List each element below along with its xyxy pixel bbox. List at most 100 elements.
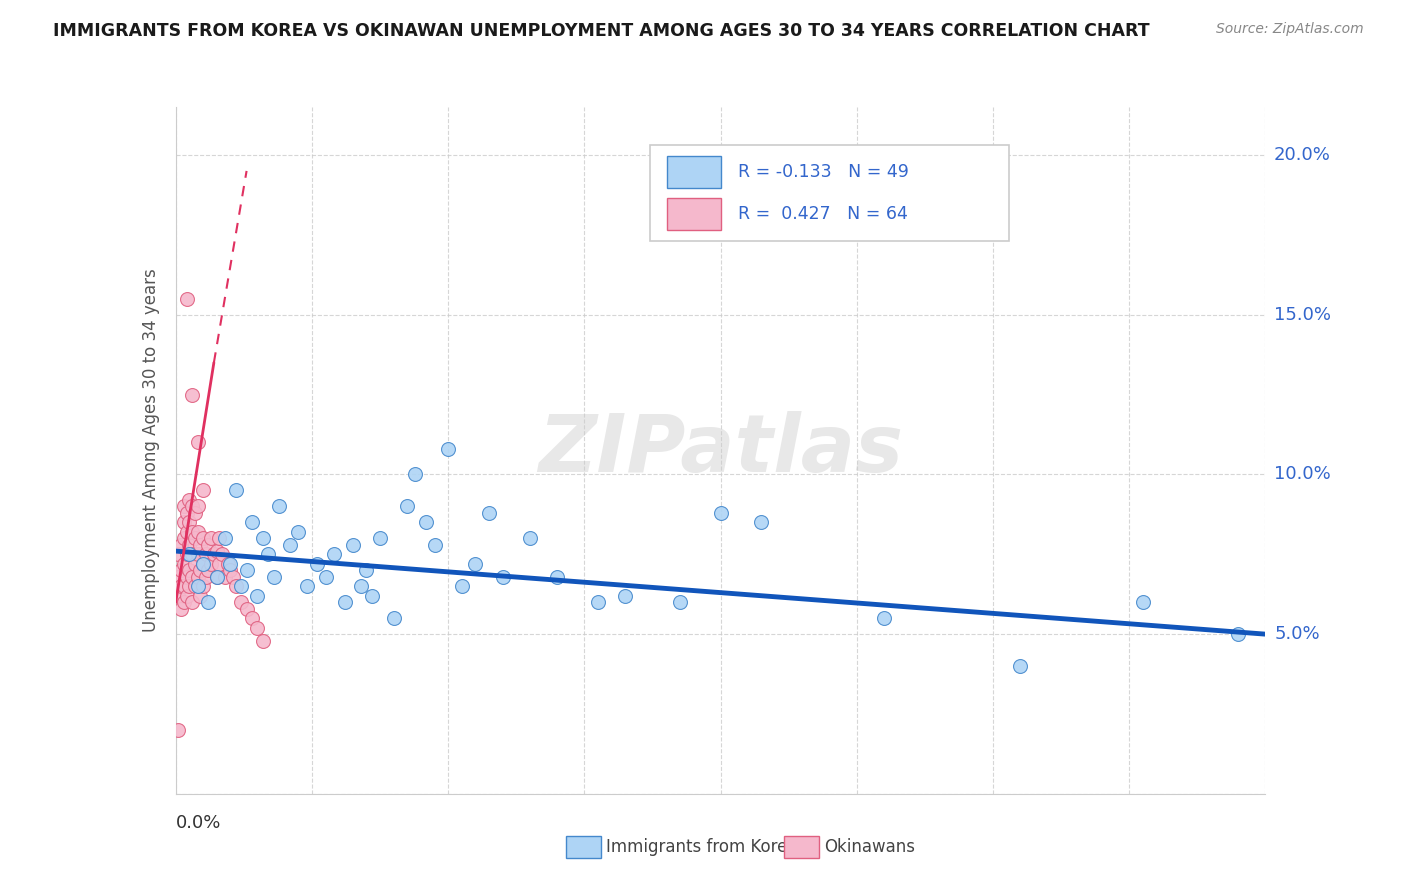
Point (333, 595, 356, 609)
Point (179, 563, 201, 577)
Text: 0.0%: 0.0% (176, 814, 221, 832)
Point (246, 621, 269, 635)
Point (519, 531, 541, 545)
Point (368, 531, 391, 545)
Point (170, 563, 193, 577)
Point (173, 557, 195, 571)
Point (184, 506, 207, 520)
Point (252, 633, 274, 648)
Point (173, 531, 195, 545)
Point (167, 569, 190, 583)
Point (342, 538, 364, 552)
Point (1132, 595, 1154, 609)
Point (235, 601, 257, 615)
Point (173, 595, 195, 609)
Point (231, 595, 253, 609)
Point (217, 557, 239, 571)
Point (173, 500, 195, 514)
Point (176, 569, 198, 583)
Point (167, 547, 190, 561)
Point (176, 589, 198, 603)
FancyBboxPatch shape (783, 837, 818, 858)
Point (437, 442, 460, 456)
Text: Okinawans: Okinawans (824, 838, 915, 856)
Point (751, 516, 773, 530)
Point (214, 531, 236, 545)
Point (179, 493, 201, 508)
Point (586, 595, 609, 609)
Point (173, 579, 195, 593)
Point (235, 563, 257, 577)
Point (200, 531, 222, 545)
Point (415, 516, 437, 530)
Point (197, 563, 219, 577)
Point (710, 506, 733, 520)
Text: 15.0%: 15.0% (1274, 306, 1331, 324)
Point (184, 579, 207, 593)
Point (176, 292, 198, 306)
Point (202, 547, 225, 561)
Text: R = -0.133   N = 49: R = -0.133 N = 49 (738, 162, 908, 181)
Point (492, 569, 515, 583)
Point (181, 387, 204, 401)
Point (181, 547, 204, 561)
Point (1227, 627, 1250, 641)
Point (257, 547, 280, 561)
Point (315, 569, 337, 583)
FancyBboxPatch shape (650, 145, 1010, 241)
Point (546, 569, 568, 583)
Point (287, 524, 309, 539)
FancyBboxPatch shape (565, 837, 600, 858)
Point (181, 500, 204, 514)
Point (246, 589, 269, 603)
Point (240, 611, 263, 625)
Point (307, 557, 329, 571)
Point (208, 531, 231, 545)
Point (197, 595, 219, 609)
Point (194, 569, 217, 583)
Point (167, 589, 190, 603)
Text: Immigrants from Korea: Immigrants from Korea (606, 838, 797, 856)
Point (208, 557, 231, 571)
Point (186, 524, 209, 539)
Point (668, 595, 690, 609)
Point (225, 483, 247, 498)
Point (170, 601, 193, 615)
Point (263, 569, 285, 583)
Text: 10.0%: 10.0% (1274, 466, 1331, 483)
Point (181, 524, 204, 539)
Text: R =  0.427   N = 64: R = 0.427 N = 64 (738, 205, 908, 223)
Point (356, 563, 378, 577)
Point (184, 557, 207, 571)
Point (176, 506, 198, 520)
Point (191, 557, 214, 571)
Point (614, 589, 637, 603)
Point (200, 557, 222, 571)
Point (188, 563, 211, 577)
Point (278, 538, 301, 552)
Point (231, 579, 253, 593)
Point (478, 506, 501, 520)
Point (423, 538, 446, 552)
Point (396, 500, 419, 514)
Point (186, 579, 209, 593)
Point (179, 547, 201, 561)
Point (205, 569, 228, 583)
Point (252, 531, 274, 545)
Point (350, 579, 373, 593)
Point (188, 589, 211, 603)
Point (191, 557, 214, 571)
Point (450, 579, 472, 593)
Point (225, 579, 247, 593)
Point (464, 557, 486, 571)
Point (186, 569, 209, 583)
Y-axis label: Unemployment Among Ages 30 to 34 years: Unemployment Among Ages 30 to 34 years (142, 268, 160, 632)
Point (179, 516, 201, 530)
Point (295, 579, 318, 593)
Point (211, 547, 233, 561)
Text: 20.0%: 20.0% (1274, 146, 1331, 164)
Text: 5.0%: 5.0% (1274, 625, 1320, 643)
Point (179, 538, 201, 552)
Point (873, 611, 896, 625)
Point (382, 611, 405, 625)
